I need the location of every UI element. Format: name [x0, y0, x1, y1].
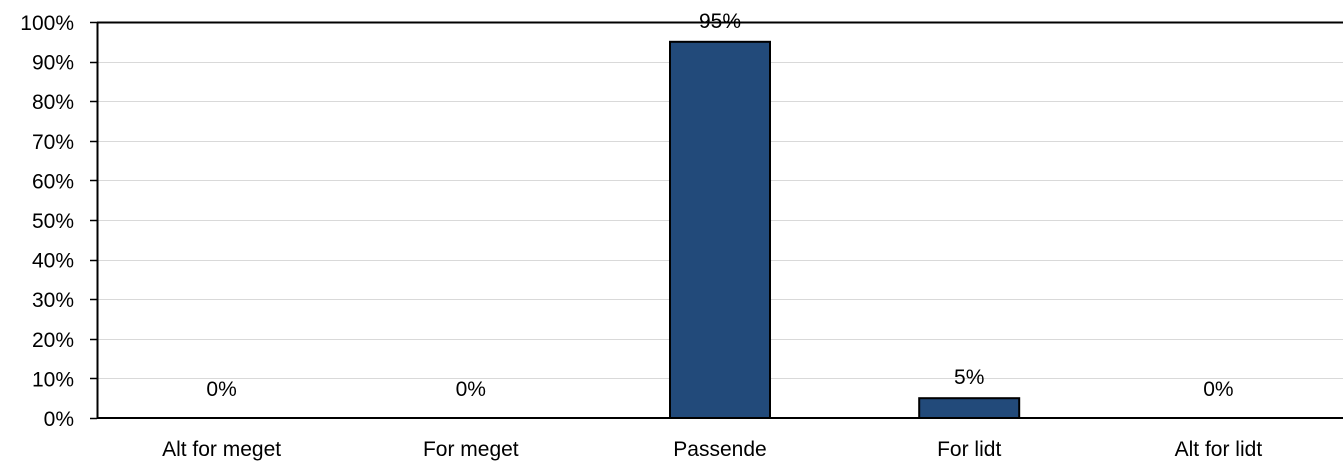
- y-tick-label: 60%: [32, 170, 74, 193]
- y-tick-label: 40%: [32, 250, 74, 273]
- labels: 0% 10% 20% 30% 40% 50% 60% 70% 80% 90% 100% 0% Alt f…: [20, 10, 1262, 461]
- x-tick-label: Alt for meget: [162, 438, 281, 461]
- data-label: 0%: [456, 378, 486, 401]
- bars: [669, 40, 1021, 420]
- axes: [90, 21, 1343, 420]
- y-tick-label: 0%: [44, 408, 74, 431]
- x-tick-label: Alt for lidt: [1175, 438, 1263, 461]
- bar: [669, 40, 771, 420]
- y-tick-label: 100%: [20, 12, 74, 35]
- y-tick-label: 50%: [32, 210, 74, 233]
- y-tick-label: 30%: [32, 289, 74, 312]
- x-tick-label: Passende: [673, 438, 766, 461]
- y-tick-label: 20%: [32, 329, 74, 352]
- y-tick-label: 90%: [32, 52, 74, 75]
- x-tick-label: For meget: [423, 438, 519, 461]
- data-label: 95%: [699, 10, 741, 33]
- y-tick-label: 80%: [32, 91, 74, 114]
- x-tick-label: For lidt: [937, 438, 1001, 461]
- y-tick-label: 10%: [32, 368, 74, 391]
- bar: [918, 397, 1021, 420]
- data-label: 0%: [1203, 378, 1233, 401]
- y-tick-label: 70%: [32, 131, 74, 154]
- data-label: 5%: [954, 366, 984, 389]
- data-label: 0%: [206, 378, 236, 401]
